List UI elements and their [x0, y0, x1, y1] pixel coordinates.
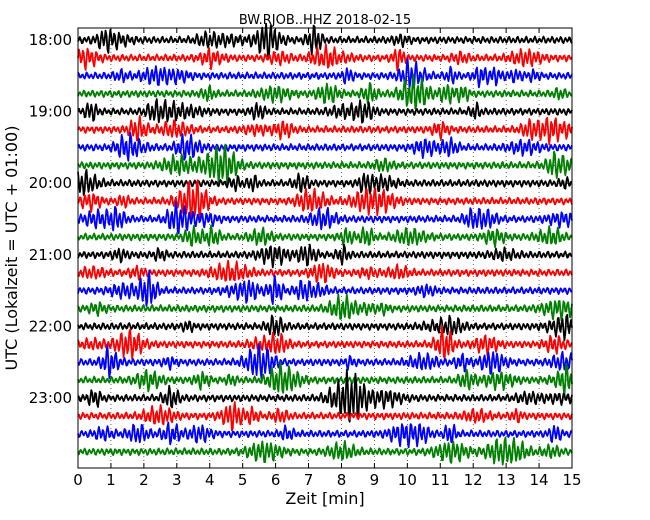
trace-line: [77, 98, 573, 124]
y-tick-label: 20:00: [29, 174, 72, 192]
y-tick-label: 23:00: [29, 389, 72, 407]
seismogram-traces: [77, 22, 573, 466]
x-axis: 0 1 2 3 4 5 6 7 8 9 10 11 12 13 14 15: [73, 28, 582, 489]
y-axis-label: UTC (Lokalzeit = UTC + 01:00): [2, 126, 21, 371]
trace-line: [77, 43, 573, 72]
y-tick-label: 21:00: [29, 246, 72, 264]
y-tick-label: 18:00: [29, 31, 72, 49]
trace-line: [77, 143, 573, 185]
trace-line: [77, 201, 573, 235]
trace-line: [77, 313, 573, 342]
trace-line: [77, 168, 573, 197]
trace-line: [77, 115, 573, 146]
x-tick-label: 3: [172, 471, 182, 489]
x-tick-label: 14: [530, 471, 549, 489]
x-tick-label: 12: [464, 471, 483, 489]
x-tick-label: 7: [304, 471, 314, 489]
y-axis: 18:00 19:00 20:00 21:00 22:00 23:00: [29, 31, 572, 407]
trace-line: [77, 73, 573, 110]
x-tick-label: 6: [271, 471, 281, 489]
y-tick-label: 19:00: [29, 103, 72, 121]
x-tick-label: 9: [370, 471, 380, 489]
trace-line: [77, 57, 573, 89]
trace-line: [77, 325, 573, 361]
x-tick-label: 8: [337, 471, 347, 489]
x-tick-label: 4: [205, 471, 215, 489]
trace-line: [77, 343, 573, 380]
trace-line: [77, 259, 573, 284]
trace-line: [77, 132, 573, 162]
plot-frame: [77, 27, 573, 469]
x-tick-label: 0: [73, 471, 83, 489]
x-tick-label: 13: [497, 471, 516, 489]
x-tick-label: 1: [106, 471, 116, 489]
trace-line: [77, 293, 573, 322]
x-axis-label: Zeit [min]: [285, 489, 364, 508]
x-tick-label: 2: [139, 471, 149, 489]
x-tick-label: 10: [398, 471, 417, 489]
trace-line: [77, 22, 573, 61]
y-tick-label: 22:00: [29, 317, 72, 335]
x-tick-label: 5: [238, 471, 248, 489]
trace-line: [77, 368, 573, 423]
trace-line: [77, 179, 573, 224]
trace-line: [77, 224, 573, 249]
trace-line: [77, 269, 573, 307]
trace-line: [77, 243, 573, 269]
chart-title: BW.RJOB..HHZ 2018-02-15: [239, 13, 411, 28]
trace-line: [77, 361, 573, 397]
x-tick-label: 15: [562, 471, 581, 489]
trace-line: [77, 401, 573, 432]
trace-line: [77, 436, 573, 466]
x-tick-label: 11: [431, 471, 450, 489]
trace-line: [77, 421, 573, 449]
